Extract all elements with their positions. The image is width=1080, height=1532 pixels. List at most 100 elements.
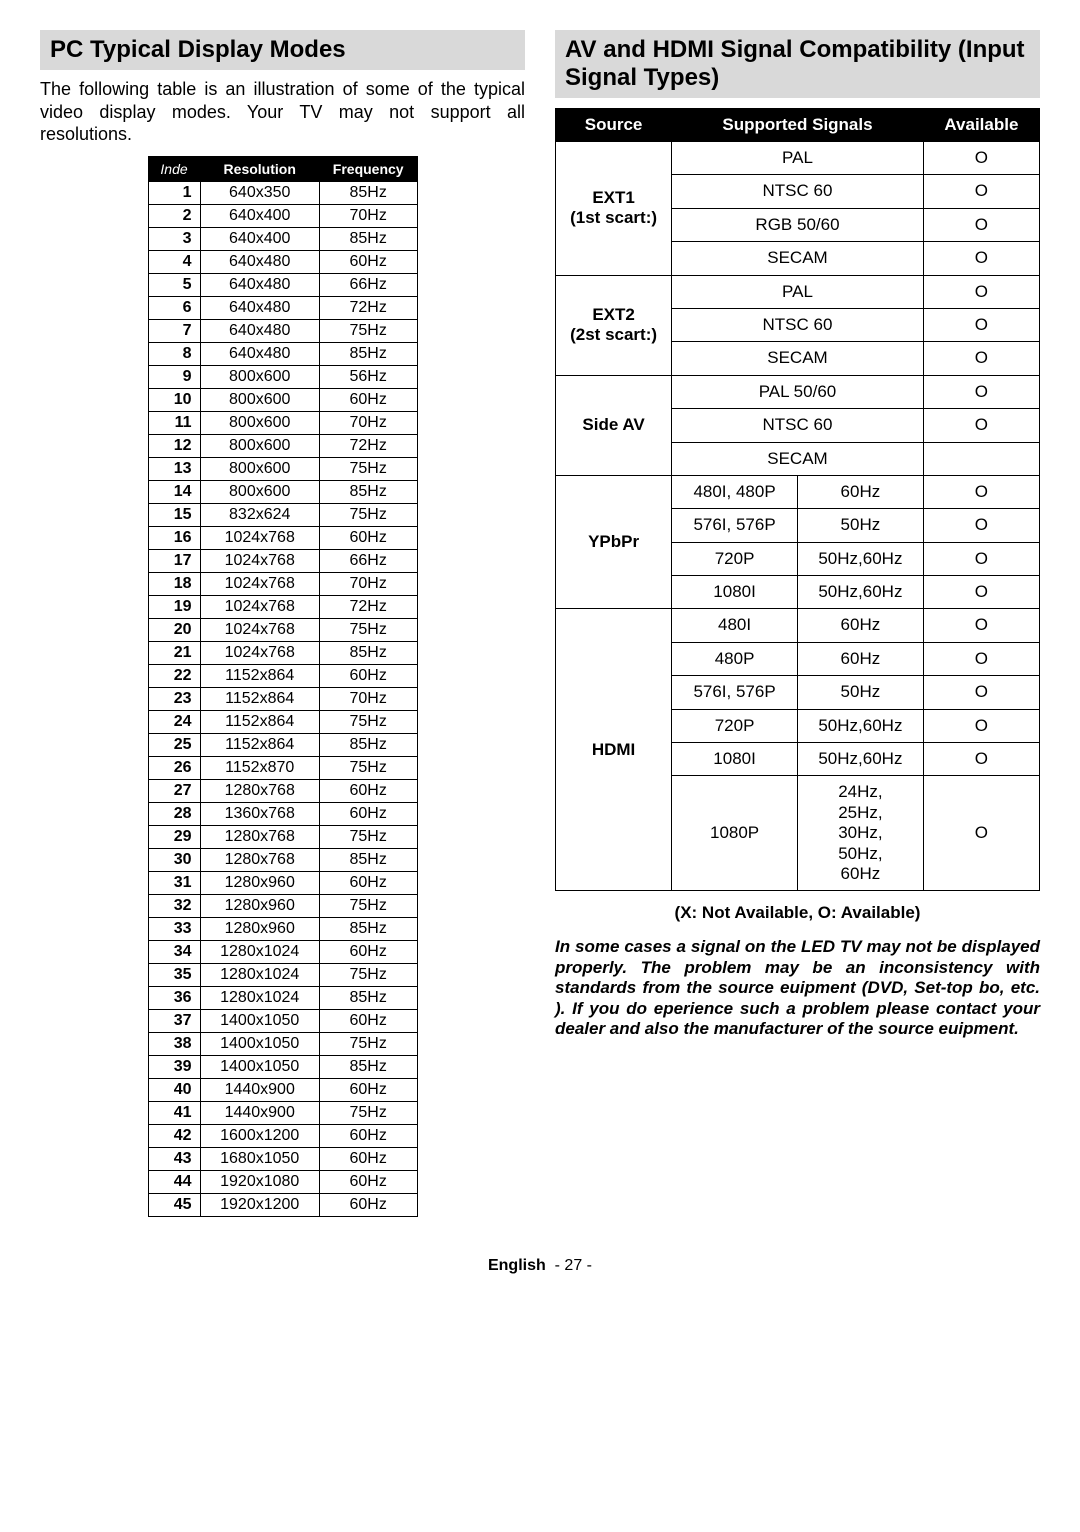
cell-available: O	[923, 609, 1039, 642]
cell-resolution: 1280x960	[200, 917, 319, 940]
cell-resolution: 1024x768	[200, 526, 319, 549]
cell-signal-a: 480I, 480P	[672, 475, 798, 508]
cell-index: 37	[148, 1009, 200, 1032]
cell-resolution: 1440x900	[200, 1078, 319, 1101]
cell-frequency: 70Hz	[319, 572, 417, 595]
cell-available: O	[923, 709, 1039, 742]
cell-resolution: 1024x768	[200, 618, 319, 641]
cell-index: 4	[148, 250, 200, 273]
cell-resolution: 1024x768	[200, 549, 319, 572]
cell-resolution: 800x600	[200, 388, 319, 411]
cell-index: 7	[148, 319, 200, 342]
cell-frequency: 66Hz	[319, 549, 417, 572]
cell-resolution: 1152x864	[200, 687, 319, 710]
cell-index: 35	[148, 963, 200, 986]
cell-signal: RGB 50/60	[672, 208, 924, 241]
cell-index: 26	[148, 756, 200, 779]
cell-available: O	[923, 409, 1039, 442]
cell-resolution: 640x400	[200, 227, 319, 250]
cell-frequency: 56Hz	[319, 365, 417, 388]
table-row: YPbPr480I, 480P60HzO	[556, 475, 1040, 508]
compat-legend: (X: Not Available, O: Available)	[555, 903, 1040, 923]
table-row: 291280x76875Hz	[148, 825, 417, 848]
table-row: 351280x102475Hz	[148, 963, 417, 986]
cell-resolution: 640x350	[200, 181, 319, 204]
cell-index: 8	[148, 342, 200, 365]
cell-resolution: 800x600	[200, 365, 319, 388]
table-row: HDMI480I60HzO	[556, 609, 1040, 642]
cell-index: 40	[148, 1078, 200, 1101]
cell-frequency: 60Hz	[319, 871, 417, 894]
table-row: 261152x87075Hz	[148, 756, 417, 779]
col-resolution: Resolution	[200, 156, 319, 181]
cell-frequency: 75Hz	[319, 503, 417, 526]
table-row: 14800x60085Hz	[148, 480, 417, 503]
cell-index: 45	[148, 1193, 200, 1216]
cell-index: 13	[148, 457, 200, 480]
table-row: 201024x76875Hz	[148, 618, 417, 641]
cell-frequency: 60Hz	[319, 779, 417, 802]
table-row: 391400x105085Hz	[148, 1055, 417, 1078]
cell-frequency: 75Hz	[319, 319, 417, 342]
cell-signal-b: 50Hz,60Hz	[797, 743, 923, 776]
cell-resolution: 1280x768	[200, 825, 319, 848]
cell-index: 15	[148, 503, 200, 526]
table-row: 2640x40070Hz	[148, 204, 417, 227]
cell-available: O	[923, 142, 1039, 175]
col-available: Available	[923, 109, 1039, 142]
cell-frequency: 72Hz	[319, 434, 417, 457]
cell-resolution: 1600x1200	[200, 1124, 319, 1147]
cell-available: O	[923, 175, 1039, 208]
table-row: 1640x35085Hz	[148, 181, 417, 204]
cell-frequency: 60Hz	[319, 1078, 417, 1101]
cell-resolution: 640x480	[200, 250, 319, 273]
col-frequency: Frequency	[319, 156, 417, 181]
page-footer: English - 27 -	[40, 1257, 1040, 1275]
table-row: 451920x120060Hz	[148, 1193, 417, 1216]
cell-frequency: 60Hz	[319, 388, 417, 411]
pc-modes-table: Inde Resolution Frequency 1640x35085Hz26…	[148, 156, 418, 1217]
table-row: 281360x76860Hz	[148, 802, 417, 825]
cell-available: O	[923, 576, 1039, 609]
table-row: 271280x76860Hz	[148, 779, 417, 802]
table-row: 161024x76860Hz	[148, 526, 417, 549]
table-row: 11800x60070Hz	[148, 411, 417, 434]
cell-frequency: 75Hz	[319, 894, 417, 917]
table-row: 241152x86475Hz	[148, 710, 417, 733]
cell-frequency: 66Hz	[319, 273, 417, 296]
cell-frequency: 75Hz	[319, 457, 417, 480]
cell-index: 23	[148, 687, 200, 710]
table-row: 321280x96075Hz	[148, 894, 417, 917]
cell-frequency: 75Hz	[319, 963, 417, 986]
cell-frequency: 75Hz	[319, 756, 417, 779]
table-row: 381400x105075Hz	[148, 1032, 417, 1055]
cell-resolution: 832x624	[200, 503, 319, 526]
cell-resolution: 800x600	[200, 411, 319, 434]
pc-modes-heading: PC Typical Display Modes	[40, 30, 525, 70]
cell-frequency: 72Hz	[319, 595, 417, 618]
table-row: 9800x60056Hz	[148, 365, 417, 388]
cell-index: 43	[148, 1147, 200, 1170]
cell-resolution: 1280x1024	[200, 986, 319, 1009]
cell-signal-a: 480I	[672, 609, 798, 642]
table-row: 251152x86485Hz	[148, 733, 417, 756]
cell-signal: SECAM	[672, 242, 924, 275]
table-row: 421600x120060Hz	[148, 1124, 417, 1147]
table-row: 401440x90060Hz	[148, 1078, 417, 1101]
table-row: EXT2(2st scart:)PALO	[556, 275, 1040, 308]
cell-frequency: 85Hz	[319, 1055, 417, 1078]
cell-signal-b: 50Hz,60Hz	[797, 709, 923, 742]
cell-available: O	[923, 342, 1039, 375]
cell-frequency: 85Hz	[319, 733, 417, 756]
compat-note: In some cases a signal on the LED TV may…	[555, 937, 1040, 1039]
cell-frequency: 70Hz	[319, 411, 417, 434]
cell-index: 34	[148, 940, 200, 963]
table-row: 301280x76885Hz	[148, 848, 417, 871]
cell-signal: NTSC 60	[672, 308, 924, 341]
cell-frequency: 85Hz	[319, 480, 417, 503]
cell-index: 10	[148, 388, 200, 411]
compat-heading: AV and HDMI Signal Compatibility (Input …	[555, 30, 1040, 98]
cell-index: 33	[148, 917, 200, 940]
cell-resolution: 1280x1024	[200, 963, 319, 986]
cell-resolution: 1360x768	[200, 802, 319, 825]
